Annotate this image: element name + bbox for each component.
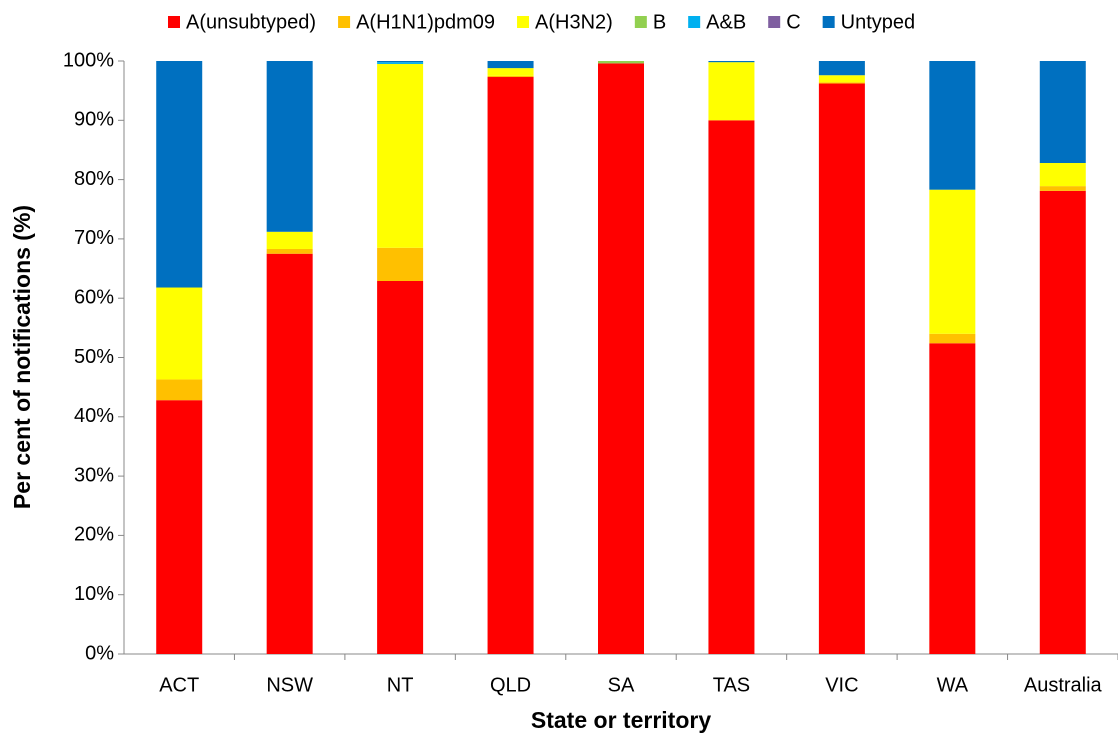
bar-segment xyxy=(156,61,203,288)
legend-label: Untyped xyxy=(841,11,916,33)
legend-label: A&B xyxy=(706,11,746,33)
bar-segment xyxy=(487,61,534,69)
y-tick-label: 10% xyxy=(74,583,114,605)
legend-swatch xyxy=(168,16,180,28)
bar-segment xyxy=(929,333,976,344)
bar-segment xyxy=(598,63,644,654)
y-tick-label: 40% xyxy=(74,405,114,427)
bar-segment xyxy=(1039,190,1086,654)
bar-segment xyxy=(708,62,755,121)
legend-swatch xyxy=(338,16,351,28)
legend-swatch xyxy=(517,16,530,28)
x-tick-label: TAS xyxy=(713,674,750,696)
legend-label: C xyxy=(786,11,800,33)
bar-segment xyxy=(266,231,313,249)
bar-segment xyxy=(929,61,976,190)
x-tick-label: VIC xyxy=(825,674,858,696)
legend-swatch xyxy=(822,16,835,28)
bar-segment xyxy=(377,247,424,282)
x-tick-label: ACT xyxy=(159,674,199,696)
x-tick-label: QLD xyxy=(490,674,531,696)
bar-segment xyxy=(377,63,424,248)
y-tick-label: 70% xyxy=(74,227,114,249)
x-tick-label: Australia xyxy=(1024,674,1103,696)
y-tick-label: 0% xyxy=(85,642,114,664)
x-axis-title: State or territory xyxy=(531,707,711,733)
bar-segment xyxy=(156,287,203,380)
bar-segment xyxy=(487,77,534,655)
bar-segment xyxy=(929,189,976,334)
y-tick-label: 60% xyxy=(74,286,114,308)
bar-segment xyxy=(1039,61,1086,163)
bar-segment xyxy=(1039,162,1086,187)
y-tick-label: 50% xyxy=(74,346,114,368)
x-tick-label: NSW xyxy=(266,674,313,696)
y-tick-label: 90% xyxy=(74,109,114,131)
bar-segment xyxy=(487,75,534,78)
bar-segment xyxy=(266,61,313,232)
x-tick-label: WA xyxy=(937,674,969,696)
legend-swatch xyxy=(688,16,701,28)
bar-segment xyxy=(708,120,755,655)
legend-label: A(H3N2) xyxy=(535,11,613,33)
bar-segment xyxy=(818,82,865,84)
y-tick-label: 30% xyxy=(74,464,114,486)
bar-segment xyxy=(156,400,203,654)
y-tick-label: 20% xyxy=(74,524,114,546)
bar-segment xyxy=(377,61,424,63)
bar-segment xyxy=(708,61,755,63)
legend-label: B xyxy=(653,11,666,33)
bar-segment xyxy=(266,248,313,254)
legend-label: A(H1N1)pdm09 xyxy=(356,11,495,33)
x-tick-label: SA xyxy=(608,674,635,696)
bar-segment xyxy=(598,61,644,64)
bar-segment xyxy=(266,253,313,654)
y-tick-label: 80% xyxy=(74,168,114,190)
bar-segment xyxy=(377,281,424,654)
bar-segment xyxy=(1039,186,1086,191)
bar-segment xyxy=(156,379,203,401)
bar-segment xyxy=(929,343,976,654)
bar-segment xyxy=(818,75,865,83)
bar-segment xyxy=(487,68,534,76)
legend-swatch xyxy=(634,16,647,28)
bar-segment xyxy=(818,61,865,76)
bar-segment xyxy=(818,83,865,654)
legend-swatch xyxy=(768,16,781,28)
y-axis-title: Per cent of notifications (%) xyxy=(9,205,35,509)
y-tick-label: 100% xyxy=(63,49,114,71)
x-tick-label: NT xyxy=(387,674,414,696)
bar-segment xyxy=(377,62,424,64)
legend-label: A(unsubtyped) xyxy=(186,11,316,33)
